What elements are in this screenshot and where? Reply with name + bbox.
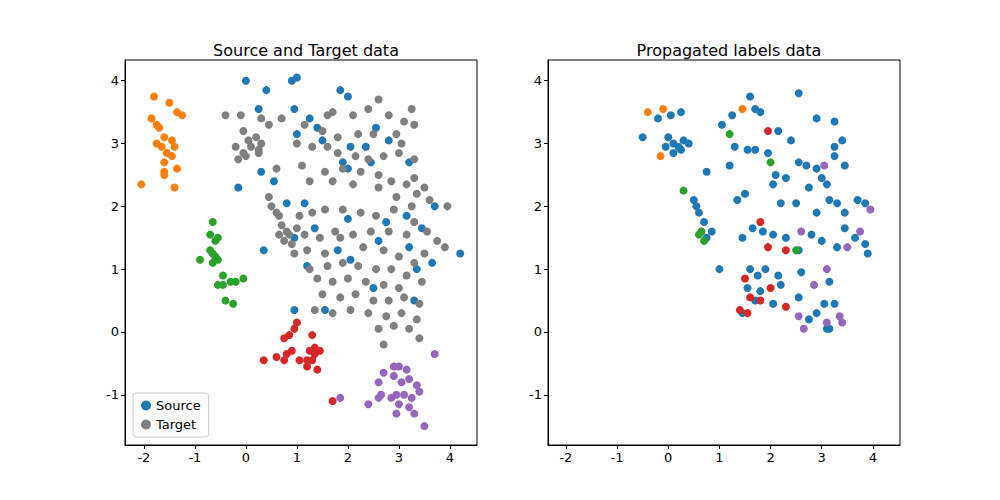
svg-text:2: 2 <box>766 450 774 465</box>
svg-text:Source and Target data: Source and Target data <box>213 41 399 60</box>
svg-text:Source: Source <box>156 398 201 413</box>
svg-text:-1: -1 <box>188 450 201 465</box>
svg-text:Target: Target <box>155 417 196 432</box>
svg-text:0: 0 <box>664 450 672 465</box>
svg-text:Propagated labels data: Propagated labels data <box>637 41 822 60</box>
svg-text:1: 1 <box>534 262 542 277</box>
svg-text:-1: -1 <box>106 387 119 402</box>
svg-text:-1: -1 <box>611 450 624 465</box>
svg-text:0: 0 <box>242 450 250 465</box>
svg-text:4: 4 <box>111 73 119 88</box>
svg-text:3: 3 <box>111 136 119 151</box>
svg-text:2: 2 <box>111 199 119 214</box>
svg-text:0: 0 <box>111 324 119 339</box>
svg-text:3: 3 <box>534 136 542 151</box>
svg-text:1: 1 <box>715 450 723 465</box>
svg-text:3: 3 <box>818 450 826 465</box>
svg-text:4: 4 <box>446 450 454 465</box>
svg-text:0: 0 <box>534 324 542 339</box>
svg-text:-2: -2 <box>137 450 150 465</box>
svg-text:-1: -1 <box>529 387 542 402</box>
svg-text:2: 2 <box>344 450 352 465</box>
svg-text:4: 4 <box>869 450 877 465</box>
svg-text:3: 3 <box>395 450 403 465</box>
svg-text:2: 2 <box>534 199 542 214</box>
svg-text:1: 1 <box>293 450 301 465</box>
svg-text:-2: -2 <box>559 450 572 465</box>
svg-text:1: 1 <box>111 262 119 277</box>
svg-text:4: 4 <box>534 73 542 88</box>
